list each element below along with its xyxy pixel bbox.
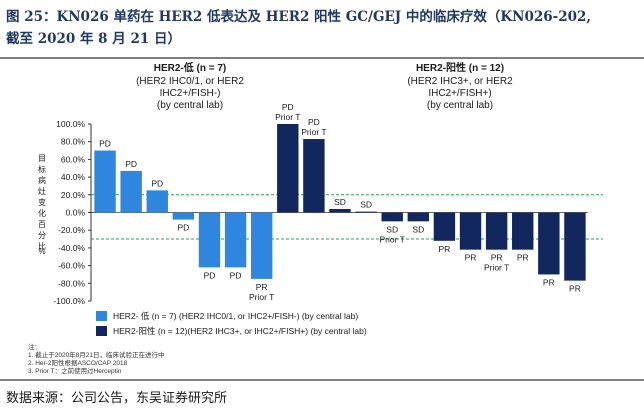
bar-label: PR bbox=[491, 253, 503, 263]
bar bbox=[146, 190, 168, 213]
bar-label: Prior T bbox=[275, 112, 300, 122]
figure-title-line1: 图 25：KN026 单药在 HER2 低表达及 HER2 阳性 GC/GEJ … bbox=[6, 9, 592, 25]
y-axis-label-char: 比 bbox=[38, 241, 46, 251]
bar bbox=[224, 212, 247, 268]
y-tick-label: -20.0% bbox=[58, 225, 85, 235]
bar-label: PD bbox=[99, 139, 111, 149]
y-axis-label-char: 百 bbox=[38, 220, 46, 229]
bar-label: PR bbox=[543, 277, 555, 287]
footnote-line: 1. 截止于2020年8月21日，临床试验正在进行中 bbox=[28, 350, 165, 359]
bar-label: PD bbox=[151, 178, 163, 188]
bar bbox=[433, 212, 456, 241]
y-tick-label: -40.0% bbox=[58, 243, 85, 253]
bar-label: PR bbox=[465, 253, 477, 263]
y-tick-label: -60.0% bbox=[58, 261, 85, 271]
bar-label: SD bbox=[334, 197, 346, 207]
bar bbox=[198, 212, 221, 268]
y-tick-label: 0.0% bbox=[66, 208, 86, 218]
group-title-2-line-3: (by central lab) bbox=[427, 100, 493, 111]
group-title-2-line-1: (HER2 IHC3+, or HER2 bbox=[407, 76, 513, 87]
group-title-1-line-3: (by central lab) bbox=[157, 100, 223, 111]
bar bbox=[459, 212, 482, 250]
bar-label: PR bbox=[517, 253, 529, 263]
bar-label: SD bbox=[360, 200, 372, 210]
y-tick-label: -100.0% bbox=[53, 296, 85, 306]
bar bbox=[381, 212, 403, 222]
bar-label: Prior T bbox=[249, 292, 274, 302]
group-titles: HER2-低 (n = 7)(HER2 IHC0/1, or HER2IHC2+… bbox=[136, 61, 513, 111]
y-tick-label: 20.0% bbox=[61, 190, 86, 200]
legend: HER2- 低 (n = 7) (HER2 IHC0/1, or IHC2+/F… bbox=[96, 311, 367, 336]
bottom-divider bbox=[0, 379, 644, 381]
bar-label: SD bbox=[412, 224, 424, 234]
y-axis-label-char: 灶 bbox=[38, 186, 46, 196]
footnote-line: 2. Her-2阳性根据ASCO/CAP 2018 bbox=[28, 358, 128, 367]
bar bbox=[485, 212, 508, 250]
bar bbox=[250, 212, 273, 279]
footnote-line: 3. Prior T：之前使用过Herceptin bbox=[28, 366, 122, 375]
y-axis-label-char: 变 bbox=[38, 197, 46, 207]
bar bbox=[120, 170, 142, 213]
group-title-2-line-2: IHC2+/FISH+) bbox=[428, 88, 491, 99]
y-axis-label-char: 标 bbox=[38, 164, 46, 174]
y-axis-label-char: 目 bbox=[38, 154, 46, 163]
bar bbox=[303, 139, 325, 213]
y-tick-label: 80.0% bbox=[61, 137, 86, 147]
bar bbox=[564, 212, 586, 281]
figure-title-line2: 截至 2020 年 8 月 21 日） bbox=[6, 31, 181, 47]
bar bbox=[94, 150, 116, 213]
bar bbox=[277, 124, 299, 213]
bar bbox=[172, 212, 195, 220]
bar-label: PD bbox=[125, 159, 137, 169]
group-title-1-line-1: (HER2 IHC0/1, or HER2 bbox=[136, 76, 244, 87]
bar-label: PD bbox=[230, 270, 242, 280]
legend-swatch bbox=[96, 311, 107, 321]
y-tick-label: -80.0% bbox=[58, 278, 85, 288]
group-title-2: HER2-阳性 (n = 12) bbox=[416, 61, 504, 74]
bar-label: PR bbox=[256, 282, 268, 292]
footnote-line: 注： bbox=[28, 342, 41, 351]
bar bbox=[355, 211, 377, 213]
bar-label: PD bbox=[308, 117, 320, 127]
group-title-1: HER2-低 (n = 7) bbox=[154, 61, 227, 74]
bars bbox=[94, 124, 586, 281]
source-note: 数据来源：公司公告，东吴证券研究所 bbox=[6, 391, 228, 406]
y-tick-label: 60.0% bbox=[61, 154, 86, 164]
legend-swatch bbox=[96, 326, 107, 336]
bar-label: PR bbox=[439, 244, 451, 254]
bar bbox=[407, 212, 430, 222]
figure-title: 图 25：KN026 单药在 HER2 低表达及 HER2 阳性 GC/GEJ … bbox=[6, 6, 636, 50]
bar-label: SD bbox=[386, 224, 398, 234]
y-tick-label: 40.0% bbox=[61, 172, 86, 182]
legend-entry: HER2-阳性 (n = 12)(HER2 IHC3+, or IHC2+/FI… bbox=[113, 326, 367, 336]
y-axis-label-char: 分 bbox=[38, 231, 46, 240]
top-divider bbox=[0, 57, 644, 59]
y-axis-label-char: 化 bbox=[38, 208, 46, 218]
bar-label: PR bbox=[569, 284, 581, 294]
waterfall-chart: HER2-低 (n = 7)(HER2 IHC0/1, or HER2IHC2+… bbox=[28, 61, 603, 375]
group-title-1-line-2: IHC2+/FISH-) bbox=[160, 88, 221, 99]
bar-label: Prior T bbox=[380, 234, 405, 244]
bar-label: Prior T bbox=[301, 127, 326, 137]
bar-label: PD bbox=[204, 270, 216, 280]
legend-entry: HER2- 低 (n = 7) (HER2 IHC0/1, or IHC2+/F… bbox=[113, 311, 358, 321]
bar bbox=[538, 212, 560, 275]
bar-label: PD bbox=[282, 102, 294, 112]
bar-label: Prior T bbox=[484, 263, 509, 273]
bar bbox=[329, 208, 351, 213]
y-axis-label-char: 病 bbox=[38, 175, 46, 185]
y-tick-label: 100.0% bbox=[56, 119, 85, 129]
y-axis-label-char: % bbox=[38, 247, 45, 256]
bar bbox=[512, 212, 534, 250]
bar-label: PD bbox=[177, 223, 189, 233]
